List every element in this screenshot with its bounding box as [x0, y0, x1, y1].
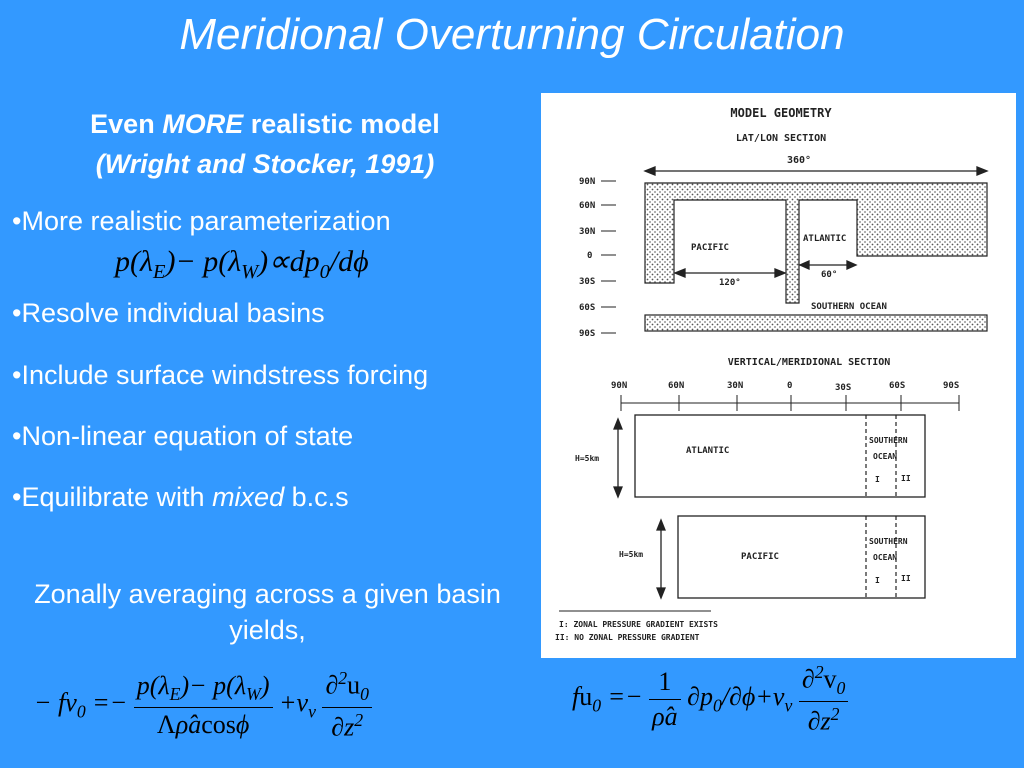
vert-lat-30s: 30S — [835, 383, 851, 393]
bullet-parameterization: •More realistic parameterization — [12, 206, 391, 236]
atlantic-depth-arrow — [613, 417, 623, 499]
bullet-windstress: •Include surface windstress forcing — [12, 360, 429, 390]
zonal-average-text: Zonally averaging across a given basin y… — [34, 579, 501, 645]
southern-ocean-label: SOUTHERN OCEAN — [811, 302, 887, 312]
model-geometry-figure: MODEL GEOMETRY LAT/LON SECTION 360° 90N … — [541, 93, 1016, 658]
legend-zone-ii: II: NO ZONAL PRESSURE GRADIENT — [555, 633, 700, 642]
lat-label-30s: 30S — [579, 277, 595, 287]
width-60-label: 60° — [821, 270, 837, 280]
atlantic-box-label: ATLANTIC — [686, 446, 729, 456]
lat-label-90n: 90N — [579, 177, 595, 187]
vert-lat-90n: 90N — [611, 381, 627, 391]
vert-lat-0: 0 — [787, 381, 792, 391]
pacific-depth-arrow — [656, 518, 666, 600]
span-360-label: 360° — [787, 155, 811, 166]
antarctica-landmass — [644, 314, 988, 332]
zonal-velocity-equation: fu0 =− 1 ρ̂a ∂p0/∂ϕ+νv ∂2v0 ∂z2 — [572, 662, 849, 737]
pacific-zone-i: I — [875, 576, 880, 585]
span-360-arrow — [643, 166, 989, 176]
pacific-depth-label: H=5km — [619, 550, 643, 559]
width-120-label: 120° — [719, 278, 741, 288]
vert-lat-60s: 60S — [889, 381, 905, 391]
lat-label-90s: 90S — [579, 329, 595, 339]
lat-label-60n: 60N — [579, 201, 595, 211]
heading-citation: (Wright and Stocker, 1991) — [95, 149, 435, 179]
vert-lat-30n: 30N — [727, 381, 743, 391]
pacific-label: PACIFIC — [691, 243, 729, 253]
atlantic-label: ATLANTIC — [803, 234, 846, 244]
atlantic-width-arrow — [798, 259, 858, 271]
bullet-equation-of-state: •Non-linear equation of state — [12, 421, 354, 451]
pacific-width-arrow — [673, 268, 787, 278]
pressure-gradient-equation: p(λE)− p(λW)∝dp0/dϕ — [115, 245, 369, 283]
slide-title: Meridional Overturning Circulation — [179, 10, 845, 59]
heading-more: MORE — [162, 109, 244, 139]
atlantic-zone-ii: II — [901, 474, 911, 483]
vert-lat-60n: 60N — [668, 381, 684, 391]
vertical-lat-axis — [620, 395, 960, 411]
pacific-ocean-label: OCEAN — [873, 553, 897, 562]
meridional-velocity-equation: − fv0 =− p(λE)− p(λW) Λρ̂acosϕ +νv ∂2u0 ∂z… — [34, 668, 372, 743]
continent-landmass — [644, 182, 988, 304]
lat-label-0: 0 — [587, 251, 592, 261]
atlantic-southern-label: SOUTHERN — [869, 436, 908, 445]
vertical-section-title: VERTICAL/MERIDIONAL SECTION — [728, 357, 891, 368]
model-heading: Even MORE realistic model (Wright and St… — [0, 104, 530, 184]
bullet-basins: •Resolve individual basins — [12, 298, 325, 328]
model-geometry-diagram: MODEL GEOMETRY LAT/LON SECTION 360° 90N … — [555, 106, 989, 642]
heading-line-1: Even MORE realistic model — [0, 104, 530, 144]
lat-axis — [601, 180, 616, 334]
legend-zone-i: I: ZONAL PRESSURE GRADIENT EXISTS — [559, 620, 718, 629]
pacific-southern-label: SOUTHERN — [869, 537, 908, 546]
atlantic-ocean-label: OCEAN — [873, 452, 897, 461]
lat-label-30n: 30N — [579, 227, 595, 237]
atlantic-depth-label: H=5km — [575, 454, 599, 463]
pacific-section-box — [677, 515, 926, 599]
figure-title: MODEL GEOMETRY — [730, 106, 832, 120]
heading-even: Even — [90, 109, 155, 139]
vert-lat-90s: 90S — [943, 381, 959, 391]
bullet-mixed-bcs: •Equilibrate with mixed b.c.s — [12, 482, 349, 512]
latlon-title: LAT/LON SECTION — [736, 133, 826, 144]
pacific-zone-ii: II — [901, 574, 911, 583]
atlantic-section-box — [634, 414, 926, 498]
pacific-box-label: PACIFIC — [741, 552, 779, 562]
atlantic-zone-i: I — [875, 475, 880, 484]
lat-label-60s: 60S — [579, 303, 595, 313]
heading-realistic-model: realistic model — [250, 109, 440, 139]
